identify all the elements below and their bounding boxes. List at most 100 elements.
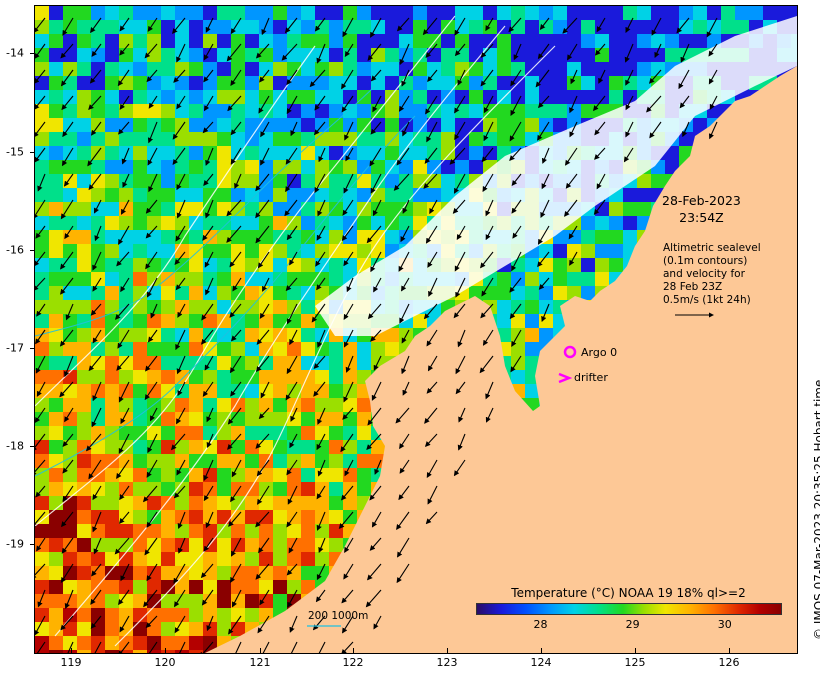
- velocity-arrow: [395, 407, 410, 424]
- sst-cell: [511, 132, 525, 146]
- sst-cell: [427, 76, 441, 90]
- velocity-arrow: [176, 43, 186, 63]
- velocity-arrow: [342, 17, 354, 38]
- sst-cell: [161, 356, 175, 370]
- sst-cell: [385, 342, 399, 356]
- velocity-arrow: [401, 329, 410, 344]
- sst-cell: [231, 6, 245, 20]
- velocity-arrow: [206, 433, 214, 449]
- sst-cell: [343, 118, 357, 132]
- colorbar-title: Temperature (°C) NOAA 19 18% ql>=2: [511, 586, 746, 600]
- velocity-arrow: [120, 563, 130, 582]
- sst-cell: [301, 384, 315, 398]
- velocity-arrow: [150, 303, 158, 319]
- sst-cell: [175, 104, 189, 118]
- velocity-arrow: [510, 355, 522, 373]
- altimetry-note: Altimetric sealevel (0.1m contours) and …: [663, 242, 761, 307]
- velocity-arrow: [35, 511, 46, 530]
- velocity-arrow: [369, 537, 382, 551]
- velocity-arrow: [260, 147, 270, 166]
- x-tick-label: 126: [718, 656, 740, 669]
- sst-cell: [49, 188, 63, 202]
- sst-cell: [427, 62, 441, 76]
- sst-cell: [553, 90, 567, 104]
- sst-cell: [147, 314, 161, 328]
- sst-cell: [259, 440, 273, 454]
- sst-cell: [175, 426, 189, 440]
- velocity-arrow: [397, 537, 410, 558]
- sst-cell: [455, 118, 469, 132]
- sst-cell: [707, 34, 721, 48]
- sst-cell: [105, 62, 119, 76]
- sst-cell: [357, 132, 371, 146]
- sst-cell: [259, 398, 273, 412]
- sst-cell: [175, 132, 189, 146]
- velocity-arrow: [35, 407, 46, 424]
- sst-cell: [175, 524, 189, 538]
- velocity-arrow: [256, 459, 270, 477]
- sst-cell: [245, 188, 259, 202]
- sst-cell: [49, 538, 63, 552]
- sst-cell: [77, 622, 91, 636]
- colorbar-tick-label: 29: [625, 618, 640, 631]
- velocity-arrow: [175, 277, 186, 291]
- sst-cell: [287, 566, 301, 580]
- velocity-arrow: [537, 225, 550, 245]
- velocity-arrow: [538, 277, 550, 290]
- sst-cell: [35, 90, 49, 104]
- sst-cell: [259, 524, 273, 538]
- sst-cell: [259, 370, 273, 384]
- velocity-arrow: [649, 121, 662, 139]
- velocity-arrow: [511, 329, 522, 347]
- sst-cell: [623, 202, 637, 216]
- velocity-arrow: [341, 69, 354, 90]
- sst-cell: [553, 62, 567, 76]
- velocity-arrow: [203, 43, 214, 61]
- sst-cell: [329, 258, 343, 272]
- sst-cell: [203, 272, 217, 286]
- sst-cell: [329, 454, 343, 468]
- sst-cell: [581, 244, 595, 258]
- sst-cell: [273, 524, 287, 538]
- sst-cell: [133, 20, 147, 34]
- altimetry-note-line: Altimetric sealevel: [663, 242, 761, 254]
- sst-cell: [679, 132, 693, 146]
- sst-cell: [231, 272, 245, 286]
- velocity-arrow: [565, 173, 578, 189]
- sst-cell: [189, 300, 203, 314]
- velocity-arrow: [145, 615, 158, 629]
- sst-cell: [63, 258, 77, 272]
- velocity-arrow: [144, 43, 158, 59]
- sst-cell: [343, 48, 357, 62]
- cloud-gap: [315, 16, 797, 336]
- sst-cell: [189, 566, 203, 580]
- sst-cell: [161, 650, 175, 653]
- velocity-arrow: [402, 121, 410, 137]
- sst-cell: [105, 342, 119, 356]
- sst-cell: [105, 202, 119, 216]
- sst-cell: [147, 496, 161, 510]
- velocity-arrow: [60, 563, 74, 584]
- sst-cell: [343, 34, 357, 48]
- sst-cell: [105, 552, 119, 566]
- velocity-arrow: [344, 43, 354, 58]
- sst-cell: [63, 202, 77, 216]
- sst-cell: [301, 426, 315, 440]
- sst-cell: [245, 146, 259, 160]
- velocity-arrow: [509, 121, 522, 142]
- velocity-arrow: [61, 511, 74, 528]
- sst-cell: [329, 468, 343, 482]
- sst-cell: [161, 524, 175, 538]
- colorbar-tick-label: 30: [717, 618, 732, 631]
- velocity-arrow: [345, 147, 354, 162]
- sst-cell: [189, 258, 203, 272]
- sst-cell: [357, 216, 371, 230]
- velocity-arrow: [372, 199, 382, 217]
- velocity-arrow: [120, 407, 130, 425]
- date-annotation: 28-Feb-2023 23:54Z: [662, 192, 741, 226]
- velocity-arrow: [286, 459, 298, 476]
- sst-cell: [707, 6, 721, 20]
- sst-cell: [49, 398, 63, 412]
- sst-cell: [49, 6, 63, 20]
- sst-cell: [469, 160, 483, 174]
